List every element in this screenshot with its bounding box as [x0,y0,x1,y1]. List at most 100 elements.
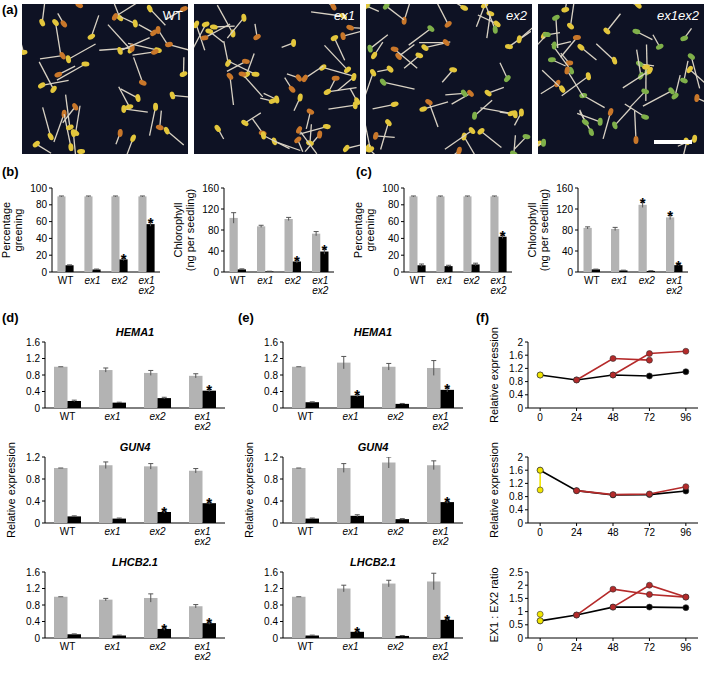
hypocotyl [607,14,621,31]
hypocotyl [299,127,326,135]
error-cap [148,370,153,371]
cotyledon [297,93,303,102]
cotyledon [467,126,476,135]
y-tick-label: 0.5 [509,619,523,630]
cotyledon [291,39,296,47]
cotyledon [611,56,618,65]
cotyledon [551,14,560,22]
error-bar [94,269,99,271]
error-bar [58,366,63,367]
marker [646,491,652,497]
y-tick [525,572,528,573]
error-line [433,361,434,376]
cotyledon [551,41,557,49]
bar [306,402,320,408]
cotyledon [679,77,688,85]
cotyledon [366,145,375,153]
hypocotyl [40,56,63,59]
line [613,351,686,375]
plot-area [409,196,506,272]
x-tick-label-line: ex2 [490,285,507,296]
cotyledon [564,66,570,75]
hypocotyl [64,114,71,147]
hypocotyl [115,4,139,17]
y-tick [525,611,528,612]
y-tick [525,470,528,471]
significance-mark: * [161,503,167,520]
error-bar [431,573,436,590]
cotyledon [351,73,357,82]
y-tick-label: 60 [36,216,48,227]
marker [683,605,689,611]
hypocotyl [91,15,98,36]
panel-label: (d) [2,310,19,325]
error-line [105,462,106,469]
panel-label: (c) [356,164,372,179]
cotyledon [519,108,524,116]
x-tick-label-line: ex2 [194,536,211,547]
error-cap [86,195,91,196]
error-bar [473,263,478,266]
cotyledon [251,72,259,77]
cotyledon [573,35,581,41]
hypocotyl [480,108,511,113]
x-tick-label: WT [298,526,314,537]
y-tick [280,479,283,480]
hypocotyl [684,61,688,81]
error-bar [259,225,264,227]
y-tick [49,272,52,273]
marker [646,582,652,588]
x-tick-label-line: ex2 [194,421,211,432]
y-tick-label: 1.2 [264,353,278,364]
error-cap [411,195,416,196]
x-tick-label: ex1 [436,275,452,286]
y-axis-label: Relative expression [488,442,500,538]
y-tick-label: 0 [393,267,399,278]
cotyledon [633,136,638,144]
bar [54,367,68,408]
error-cap [341,585,346,586]
x-tick [649,638,650,641]
hypocotyl [608,4,638,5]
cotyledon [201,21,210,28]
x-tick-label: WT [584,275,600,286]
y-tick-label: 1.2 [26,353,40,364]
bar [427,465,441,523]
error-line [195,469,196,473]
x-tick-label: ex1 [611,275,627,286]
hypocotyl [484,4,495,30]
error-bar [58,468,63,469]
error-bar [148,594,153,602]
plot-area [54,594,216,638]
cotyledon [51,18,60,27]
cotyledon [225,72,234,81]
cotyledon [543,32,551,38]
bar [666,217,674,272]
x-tick-label-line: ex1 [342,641,358,652]
marker [646,492,652,498]
bar [396,636,410,638]
error-cap [72,515,77,516]
x-tick [613,408,614,411]
chart-title: HEMA1 [354,326,393,338]
error-bar [72,633,77,635]
cotyledon [680,35,689,42]
cotyledon [346,24,355,31]
error-bar [593,269,598,271]
hypocotyl [464,137,477,154]
bar [382,367,396,408]
cotyledon [301,74,309,83]
marker [683,594,689,600]
bar [312,234,320,272]
x-tick [649,523,650,526]
chart: 00.40.81.21.6HEMA1WTex1ex2ex1ex2** [264,326,463,432]
y-tick-label: 2 [517,580,523,591]
error-cap [286,217,291,218]
error-cap [431,460,436,461]
cotyledon [22,50,28,55]
hypocotyl [542,70,562,89]
chart: 020406080100PercentagegreeningWTex1ex2ex… [352,183,512,297]
marker [574,377,580,383]
cotyledon [507,110,516,117]
y-tick [525,509,528,510]
